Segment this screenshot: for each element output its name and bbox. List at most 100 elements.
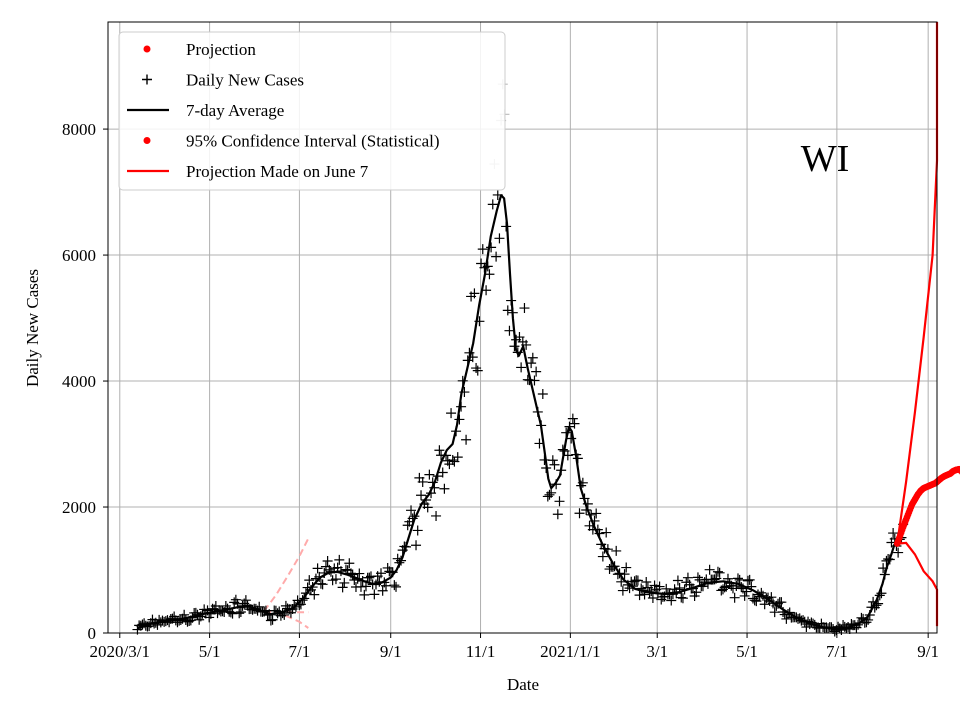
daily-case-marker	[749, 595, 760, 606]
plot-frame	[107, 21, 938, 634]
y-tick-label: 6000	[62, 246, 96, 265]
daily-case-marker	[486, 242, 497, 253]
x-tick-label: 3/1	[646, 642, 668, 661]
daily-case-marker	[317, 579, 328, 590]
legend-dot-marker	[143, 45, 151, 53]
daily-case-marker	[781, 613, 792, 624]
daily-case-marker	[434, 445, 445, 456]
daily-case-marker	[776, 597, 787, 608]
legend-box	[118, 31, 506, 191]
daily-case-marker	[691, 587, 702, 598]
daily-case-marker	[531, 366, 542, 377]
daily-case-marker	[621, 562, 632, 573]
daily-case-marker	[759, 599, 770, 610]
legend-label: 7-day Average	[186, 101, 284, 120]
daily-case-marker	[654, 581, 665, 592]
daily-case-marker	[647, 593, 658, 604]
state-label: WI	[801, 138, 850, 180]
daily-case-marker	[439, 483, 450, 494]
y-tick-label: 2000	[62, 498, 96, 517]
daily-case-marker	[339, 577, 350, 588]
legend-label: 95% Confidence Interval (Statistical)	[186, 132, 440, 151]
daily-case-marker	[537, 389, 548, 400]
legend-label: Projection Made on June 7	[186, 162, 369, 181]
x-axis-label: Date	[507, 675, 539, 694]
daily-case-marker	[469, 288, 480, 299]
june7-projection-line	[263, 610, 309, 629]
legend: Projection Daily New Cases 7-day Average 95…	[118, 31, 506, 191]
daily-case-marker	[641, 577, 652, 588]
x-tick-label: 2020/3/1	[90, 642, 150, 661]
daily-case-marker	[235, 606, 246, 617]
daily-case-marker	[672, 575, 683, 586]
daily-case-marker	[454, 414, 465, 425]
daily-case-marker	[471, 363, 482, 374]
daily-case-marker	[416, 490, 427, 501]
daily-case-marker	[597, 551, 608, 562]
daily-case-marker	[484, 269, 495, 280]
daily-case-marker	[569, 418, 580, 429]
daily-case-marker	[549, 459, 560, 470]
daily-case-marker	[417, 476, 428, 487]
daily-case-marker	[344, 558, 355, 569]
daily-case-marker	[412, 525, 423, 536]
daily-case-marker	[546, 487, 557, 498]
daily-case-marker	[544, 489, 555, 500]
daily-case-marker	[330, 574, 341, 585]
daily-case-marker	[888, 528, 899, 539]
daily-case-marker	[504, 325, 515, 336]
daily-case-marker	[381, 580, 392, 591]
daily-case-marker	[719, 582, 730, 593]
ci-lower-line	[897, 541, 939, 627]
daily-case-marker	[566, 433, 577, 444]
daily-case-marker	[494, 233, 505, 244]
average-path	[137, 194, 898, 630]
legend-entry: 7-day Average	[127, 101, 284, 120]
x-axis-ticks: 2020/3/1 5/1 7/1 9/1 11/1 2021/1/1 3/1 5/1 7/1 9/…	[90, 633, 939, 661]
daily-case-marker	[704, 564, 715, 575]
x-tick-label: 5/1	[736, 642, 758, 661]
daily-case-marker	[391, 581, 402, 592]
daily-case-marker	[364, 572, 375, 583]
daily-case-marker	[676, 592, 687, 603]
daily-case-marker	[552, 509, 563, 520]
june7-projection-line	[263, 538, 310, 612]
daily-case-marker	[519, 303, 530, 314]
x-tick-label: 9/1	[380, 642, 402, 661]
daily-case-marker	[422, 502, 433, 513]
daily-case-marker	[502, 305, 513, 316]
daily-case-marker	[424, 469, 435, 480]
daily-case-marker	[389, 580, 400, 591]
daily-case-marker	[521, 339, 532, 350]
daily-case-marker	[516, 362, 527, 373]
x-tick-label: 9/1	[917, 642, 939, 661]
daily-case-marker	[406, 505, 417, 516]
x-tick-label: 2021/1/1	[540, 642, 600, 661]
legend-entry: Projection Made on June 7	[127, 162, 369, 181]
daily-case-marker	[617, 585, 628, 596]
x-tick-label: 7/1	[289, 642, 311, 661]
daily-case-marker	[732, 573, 743, 584]
daily-case-marker	[744, 574, 755, 585]
daily-case-marker	[677, 593, 688, 604]
daily-case-marker	[734, 574, 745, 585]
daily-case-marker	[742, 575, 753, 586]
daily-case-marker	[567, 413, 578, 424]
daily-case-marker	[714, 567, 725, 578]
legend-entry: 95% Confidence Interval (Statistical)	[143, 132, 440, 151]
legend-entry: Daily New Cases	[142, 71, 304, 90]
daily-case-marker	[452, 452, 463, 463]
daily-case-marker	[230, 594, 241, 605]
daily-case-marker	[359, 589, 370, 600]
daily-case-marker	[547, 455, 558, 466]
daily-case-marker	[360, 581, 371, 592]
daily-case-marker	[692, 572, 703, 583]
daily-case-marker	[574, 508, 585, 519]
daily-case-marker	[376, 568, 386, 579]
daily-case-marker	[447, 455, 458, 466]
daily-case-marker	[267, 614, 278, 625]
daily-case-marker	[304, 575, 315, 586]
daily-case-marker	[461, 434, 472, 445]
seven-day-average-line	[137, 194, 898, 630]
daily-case-marker	[601, 527, 612, 538]
